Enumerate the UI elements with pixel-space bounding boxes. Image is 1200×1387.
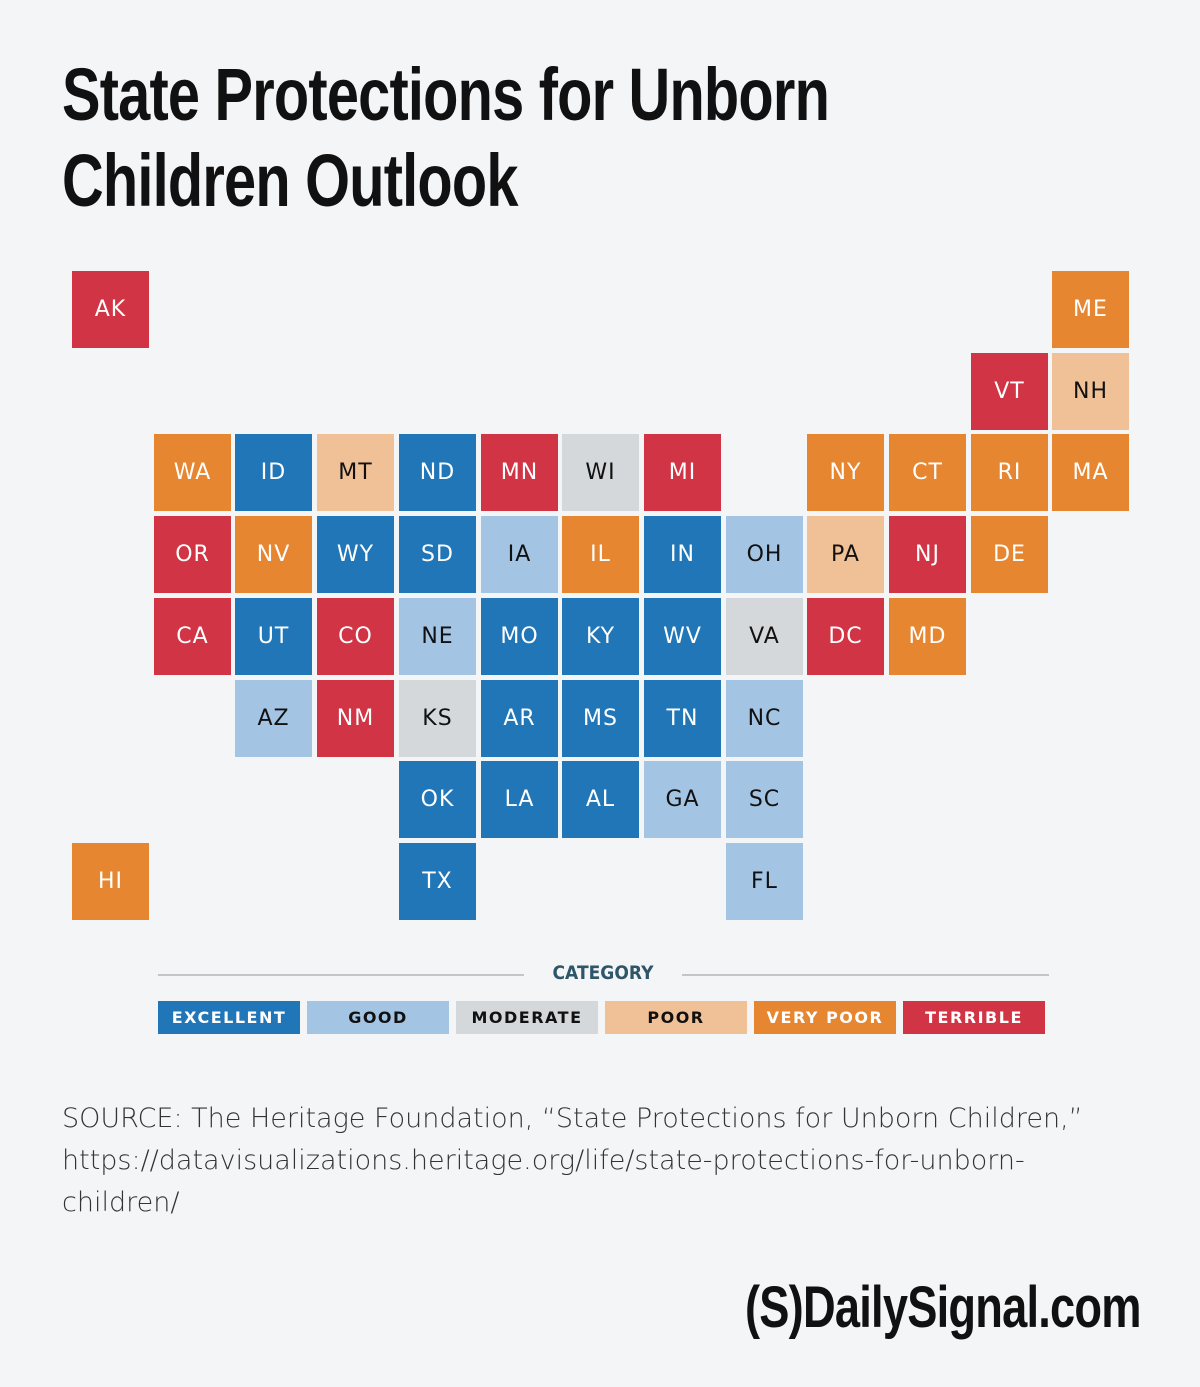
state-tile-ak: AK [72, 271, 149, 348]
state-tile-ct: CT [889, 434, 966, 511]
state-tile-wy: WY [317, 516, 394, 593]
legend-title: CATEGORY [552, 962, 654, 984]
state-tile-al: AL [562, 761, 639, 838]
state-tile-oh: OH [726, 516, 803, 593]
legend-divider-right [682, 974, 1049, 976]
state-tile-de: DE [971, 516, 1048, 593]
state-tile-ok: OK [399, 761, 476, 838]
state-tile-vt: VT [971, 353, 1048, 430]
state-tile-mi: MI [644, 434, 721, 511]
legend-item-good: GOOD [307, 1001, 449, 1034]
state-tile-ky: KY [562, 598, 639, 675]
state-tile-nm: NM [317, 680, 394, 757]
state-tile-hi: HI [72, 843, 149, 920]
tile-grid-map: AK ME VT NH WA ID MT ND MN WI MI NY CT RI MA OR NV WY SD IA… [72, 271, 1129, 920]
legend: EXCELLENT GOOD MODERATE POOR VERY POOR TERRIB… [158, 1001, 1045, 1034]
state-tile-fl: FL [726, 843, 803, 920]
state-tile-ga: GA [644, 761, 721, 838]
state-tile-ms: MS [562, 680, 639, 757]
state-tile-ny: NY [807, 434, 884, 511]
state-tile-ca: CA [154, 598, 231, 675]
state-tile-il: IL [562, 516, 639, 593]
legend-item-excellent: EXCELLENT [158, 1001, 300, 1034]
state-tile-md: MD [889, 598, 966, 675]
state-tile-nj: NJ [889, 516, 966, 593]
state-tile-ks: KS [399, 680, 476, 757]
state-tile-wi: WI [562, 434, 639, 511]
state-tile-id: ID [235, 434, 312, 511]
legend-item-very-poor: VERY POOR [754, 1001, 896, 1034]
state-tile-ma: MA [1052, 434, 1129, 511]
state-tile-va: VA [726, 598, 803, 675]
state-tile-pa: PA [807, 516, 884, 593]
state-tile-tx: TX [399, 843, 476, 920]
source-note: SOURCE: The Heritage Foundation, “State … [62, 1103, 1083, 1218]
state-tile-me: ME [1052, 271, 1129, 348]
legend-divider-left [158, 974, 524, 976]
legend-item-terrible: TERRIBLE [903, 1001, 1045, 1034]
state-tile-nv: NV [235, 516, 312, 593]
state-tile-co: CO [317, 598, 394, 675]
state-tile-ut: UT [235, 598, 312, 675]
state-tile-ia: IA [481, 516, 558, 593]
state-tile-mt: MT [317, 434, 394, 511]
state-tile-wa: WA [154, 434, 231, 511]
state-tile-az: AZ [235, 680, 312, 757]
state-tile-ri: RI [971, 434, 1048, 511]
legend-item-poor: POOR [605, 1001, 747, 1034]
state-tile-wv: WV [644, 598, 721, 675]
state-tile-ne: NE [399, 598, 476, 675]
state-tile-sc: SC [726, 761, 803, 838]
state-tile-ar: AR [481, 680, 558, 757]
state-tile-or: OR [154, 516, 231, 593]
brand-logo: (S)DailySignal.com [745, 1275, 1142, 1340]
state-tile-in: IN [644, 516, 721, 593]
state-tile-mo: MO [481, 598, 558, 675]
page-title: State Protections for Unborn Children Ou… [62, 53, 830, 222]
state-tile-la: LA [481, 761, 558, 838]
state-tile-dc: DC [807, 598, 884, 675]
legend-item-moderate: MODERATE [456, 1001, 598, 1034]
state-tile-mn: MN [481, 434, 558, 511]
state-tile-nc: NC [726, 680, 803, 757]
state-tile-nd: ND [399, 434, 476, 511]
state-tile-nh: NH [1052, 353, 1129, 430]
state-tile-sd: SD [399, 516, 476, 593]
state-tile-tn: TN [644, 680, 721, 757]
